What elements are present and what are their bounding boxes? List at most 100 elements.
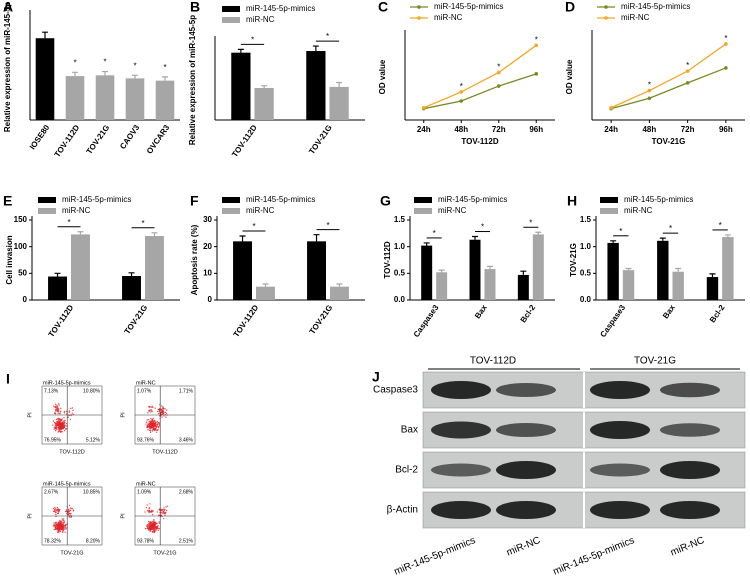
flow-event: [164, 514, 166, 516]
flow-event: [55, 521, 57, 524]
flow-event: [157, 529, 159, 532]
flow-event: [151, 411, 153, 413]
flow-event: [57, 529, 59, 531]
flow-event: [68, 510, 70, 513]
flow-event: [149, 429, 152, 432]
flow-event: [56, 527, 59, 530]
bar: [71, 234, 90, 300]
flow-event: [158, 421, 160, 424]
flow-event: [64, 425, 66, 427]
flow-event: [52, 424, 54, 426]
legend-symbol: [222, 208, 240, 214]
flow-event: [146, 525, 148, 527]
flow-event: [152, 406, 154, 409]
flow-y-label: PI: [27, 412, 33, 418]
flow-event: [65, 523, 67, 526]
flow-event: [55, 410, 57, 412]
flow-event: [61, 422, 63, 424]
point: [421, 105, 426, 110]
bar: [122, 276, 141, 300]
significance-label: *: [460, 82, 463, 91]
flow-event: [147, 428, 149, 431]
flow-event: [69, 418, 71, 421]
panel-label: B: [190, 0, 200, 15]
point: [724, 42, 728, 46]
flow-event: [53, 510, 55, 512]
error-bar: [102, 70, 108, 76]
flow-event: [61, 518, 63, 520]
flow-events: [52, 403, 74, 433]
flow-event: [56, 509, 59, 512]
y-tick-label: 0: [208, 295, 213, 304]
significance-label: *: [251, 35, 254, 44]
flow-event: [56, 506, 59, 509]
flow-event: [165, 509, 168, 512]
flow-event: [153, 525, 155, 527]
flow-event: [54, 511, 57, 514]
error-bar: [709, 273, 716, 278]
flow-event: [149, 522, 152, 525]
flow-event: [147, 423, 149, 425]
flow-event: [56, 512, 59, 515]
flow-event: [61, 424, 63, 426]
flow-event: [63, 412, 66, 414]
bar: [48, 276, 67, 300]
significance-label: *: [686, 61, 689, 70]
y-axis-label: OD value: [565, 59, 574, 94]
flow-event: [58, 413, 61, 415]
flow-event: [160, 408, 162, 410]
flow-event: [57, 418, 59, 420]
bar: [532, 234, 544, 300]
column-label: miR-NC: [669, 535, 706, 559]
error-bar: [151, 232, 158, 236]
significance-label: *: [481, 223, 484, 232]
significance-label: *: [163, 63, 166, 72]
bar: [722, 237, 734, 300]
legend-label: miR-145-5p-mimics: [246, 4, 315, 13]
flow-event: [165, 416, 167, 418]
flow-event: [149, 521, 151, 523]
significance-label: *: [326, 32, 329, 41]
legend-symbol: [222, 6, 240, 12]
x-axis-label: TOV-112D: [461, 137, 498, 146]
x-tick-label: 24h: [604, 125, 618, 134]
y-tick-label: 50: [18, 268, 27, 277]
row-label: Caspase3: [373, 385, 418, 396]
flow-event: [69, 509, 71, 512]
flow-event: [56, 523, 58, 526]
flow-event: [145, 423, 147, 425]
flow-event: [150, 422, 153, 424]
bar: [330, 286, 349, 300]
blot-band: [590, 463, 650, 477]
flow-event: [151, 528, 154, 530]
bar: [254, 88, 274, 120]
x-tick-label: Bcl-2: [519, 303, 538, 325]
blot-band: [590, 381, 650, 399]
flow-event: [151, 530, 153, 532]
flow-event: [64, 531, 66, 533]
flow-event: [70, 516, 72, 519]
flow-event: [155, 425, 157, 428]
flow-event: [148, 425, 150, 428]
point: [459, 90, 464, 94]
flow-event: [158, 527, 160, 530]
flow-event: [149, 511, 152, 513]
quadrant-value: 10.80%: [83, 388, 101, 394]
legend-label: miR-NC: [246, 206, 275, 215]
flow-event: [54, 412, 56, 414]
quadrant-value: 93.76%: [137, 437, 155, 443]
significance-label: *: [326, 221, 329, 230]
point: [459, 99, 464, 103]
flow-y-label: PI: [27, 513, 33, 519]
flow-event: [151, 430, 154, 432]
flow-event: [57, 426, 59, 428]
flow-event: [155, 421, 157, 424]
legend-symbol: [417, 5, 421, 9]
flow-event: [162, 406, 164, 408]
flow-event: [57, 424, 60, 426]
flow-event: [62, 524, 64, 526]
error-bar: [675, 267, 682, 272]
flow-event: [154, 528, 156, 531]
flow-event: [147, 527, 149, 530]
legend-symbol: [414, 208, 432, 214]
